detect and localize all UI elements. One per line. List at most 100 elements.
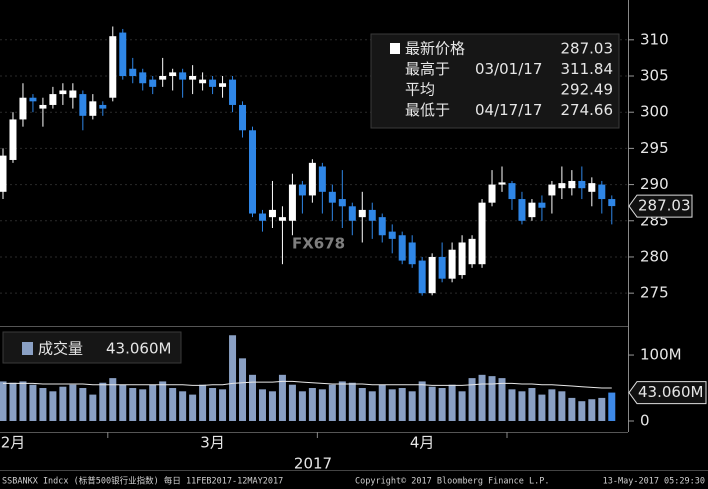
volume-bar (149, 384, 157, 421)
volume-bar (538, 394, 546, 421)
volume-bar (478, 374, 486, 421)
candle-body (438, 256, 446, 279)
volume-bar (199, 384, 207, 421)
volume-bar (258, 389, 266, 421)
volume-bar (239, 358, 247, 421)
volume-bar (109, 378, 117, 421)
y-tick-label: 100M (640, 346, 682, 364)
candle-body (458, 242, 466, 276)
candle-body (578, 180, 586, 189)
footer-center: Copyright© 2017 Bloomberg Finance L.P. (355, 477, 549, 487)
volume-bar (0, 381, 7, 421)
volume-bar (99, 382, 107, 421)
legend-name: 最低于 (405, 101, 450, 119)
volume-bar (229, 335, 237, 421)
volume-bar (408, 391, 416, 421)
volume-bar (209, 388, 217, 421)
candle-body (169, 72, 177, 77)
volume-bar (169, 388, 177, 421)
x-axis-label: 2017 (294, 455, 332, 473)
candle-body (258, 213, 266, 221)
y-tick-label: 295 (640, 139, 669, 157)
volume-bar (498, 378, 506, 421)
legend-date: 04/17/17 (475, 101, 542, 119)
volume-bar (518, 391, 526, 421)
volume-bar (558, 391, 566, 421)
candle-body (189, 76, 197, 80)
candle-body (568, 180, 576, 189)
candle-body (89, 101, 97, 116)
last-price-marker (628, 194, 693, 218)
candle-body (69, 90, 77, 98)
candle-body (358, 209, 366, 218)
volume-bar (69, 384, 77, 421)
volume-bar (338, 381, 346, 421)
candle-body (109, 36, 117, 98)
volume-bar (388, 389, 396, 421)
candle-body (558, 183, 566, 189)
candle-body (528, 202, 536, 218)
candle-body (598, 184, 606, 200)
volume-average-line (3, 380, 612, 389)
candle-body (298, 184, 306, 196)
candle-body (318, 166, 326, 192)
candle-body (179, 72, 187, 80)
volume-bar (119, 384, 127, 421)
legend-value: 311.84 (561, 60, 614, 78)
candle-body (99, 104, 107, 109)
volume-bar (398, 388, 406, 421)
volume-bar (159, 381, 167, 421)
candle-body (278, 217, 286, 221)
candle-body (209, 79, 217, 87)
volume-legend-name: 成交量 (38, 340, 83, 358)
legend-date: 03/01/17 (475, 60, 542, 78)
volume-bar (548, 389, 556, 421)
volume-bar (179, 391, 187, 421)
candle-body (368, 209, 376, 221)
volume-bar (139, 389, 147, 421)
volume-bar (328, 384, 336, 421)
candle-body (239, 104, 247, 131)
candle-body (398, 235, 406, 261)
candle-body (219, 83, 227, 87)
candle-body (229, 79, 237, 105)
volume-bar (358, 388, 366, 421)
volume-bar (438, 388, 446, 421)
candle-body (508, 183, 516, 200)
candle-body (159, 76, 167, 80)
last-price-label: 287.03 (638, 197, 691, 215)
watermark: FX678 (292, 235, 345, 253)
volume-bar (288, 384, 296, 421)
legend-value: 292.49 (561, 81, 614, 99)
volume-bar (89, 394, 97, 421)
volume-bar (298, 391, 306, 421)
volume-bar (528, 388, 536, 421)
volume-bar (49, 391, 57, 421)
candle-body (348, 206, 356, 221)
volume-bar (308, 388, 316, 421)
volume-bar (448, 384, 456, 421)
volume-bar (428, 386, 436, 421)
candle-body (518, 199, 526, 221)
volume-bar (219, 389, 227, 421)
volume-bar (39, 388, 47, 421)
y-tick-label: 305 (640, 67, 669, 85)
candle-body (538, 202, 546, 208)
legend-name: 最新价格 (405, 40, 465, 58)
legend-value: 274.66 (561, 101, 614, 119)
candle-body (19, 97, 27, 120)
volume-bar (568, 397, 576, 421)
y-tick-label: 300 (640, 103, 669, 121)
candle-body (328, 191, 336, 203)
candle-body (548, 184, 556, 196)
volume-legend-value: 43.060M (106, 340, 171, 358)
volume-bar (79, 388, 87, 421)
candle-body (448, 249, 456, 279)
volume-bar (378, 384, 386, 421)
volume-bar (458, 391, 466, 421)
volume-bar (418, 381, 426, 421)
legend-box (370, 33, 620, 129)
y-tick-label: 280 (640, 247, 669, 265)
volume-bar (19, 381, 27, 421)
candle-body (338, 199, 346, 207)
